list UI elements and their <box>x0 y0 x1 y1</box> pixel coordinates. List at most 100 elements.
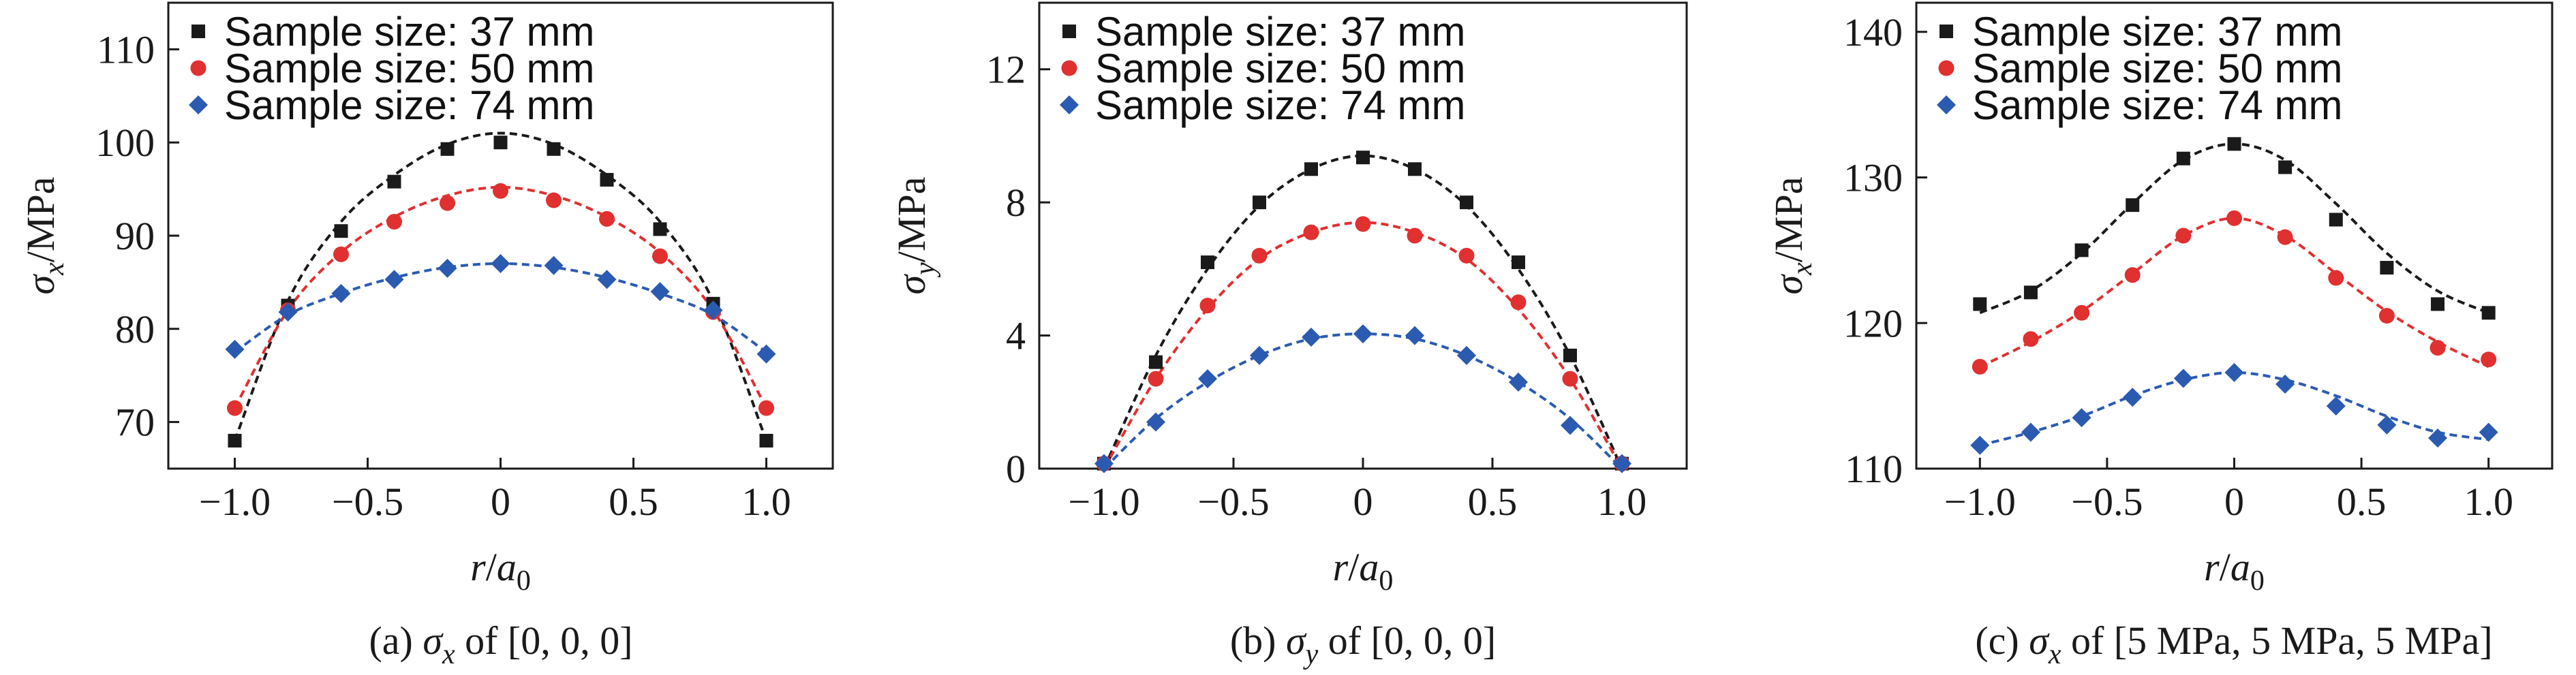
data-point <box>1509 372 1528 392</box>
series-1-points <box>1973 137 2496 320</box>
fit-curve-series-3 <box>1979 371 2489 447</box>
data-point <box>2072 408 2091 428</box>
data-point <box>597 270 617 289</box>
data-point <box>1199 298 1216 314</box>
data-point <box>440 142 455 156</box>
data-point <box>2431 297 2445 311</box>
fit-curve-series-2 <box>1979 217 2489 368</box>
data-point <box>544 255 564 275</box>
data-point <box>2023 331 2039 347</box>
y-tick-label: 130 <box>1843 156 1903 200</box>
series-1-points <box>1097 151 1629 471</box>
data-point <box>1408 162 1422 176</box>
y-tick-label: 140 <box>1843 10 1903 54</box>
panel-a: −1.0 −0.5 0 0.5 1.0 70 80 90 100 110 Sample size: … <box>18 1 834 670</box>
data-point <box>493 183 508 199</box>
data-point <box>2023 285 2038 300</box>
legend-marker <box>1060 95 1079 114</box>
x-tick-label: −1.0 <box>1944 480 2016 524</box>
data-point <box>1149 355 1163 369</box>
fit-curve-series-2 <box>233 185 768 409</box>
data-point <box>1562 371 1578 387</box>
y-axis-label: σx/MPa <box>18 177 70 295</box>
data-point <box>546 192 562 208</box>
legend-label: Sample size: 74 mm <box>1095 82 1466 128</box>
panel-c: −1.0 −0.5 0 0.5 1.0 110 120 130 140 Sample size: … <box>1766 1 2554 670</box>
fit-curve-series-2 <box>1103 221 1623 469</box>
data-point <box>227 400 243 416</box>
legend-marker <box>1937 95 1956 114</box>
y-tick-label: 4 <box>1006 314 1026 358</box>
y-tick-label: 90 <box>115 214 155 258</box>
data-point <box>547 142 561 156</box>
data-point <box>1302 328 1321 347</box>
data-point <box>650 282 670 302</box>
y-tick-label: 100 <box>95 121 155 165</box>
x-tick-label: 0 <box>1353 480 1373 524</box>
data-point <box>334 224 348 238</box>
data-point <box>387 174 401 189</box>
x-tick-label: 0 <box>491 480 510 524</box>
data-point <box>333 246 349 262</box>
data-point <box>1973 297 1987 311</box>
y-tick-label: 70 <box>115 401 155 445</box>
data-point <box>2226 210 2242 226</box>
legend-label: Sample size: 50 mm <box>224 46 595 91</box>
series-2-points <box>1972 210 2497 375</box>
data-point <box>386 213 402 230</box>
x-tick-label: 0 <box>2224 480 2244 524</box>
legend-label: Sample size: 74 mm <box>224 82 595 128</box>
data-point <box>2326 396 2346 416</box>
data-point <box>331 283 351 303</box>
data-point <box>493 136 508 150</box>
x-tick-label: −0.5 <box>1197 480 1269 524</box>
y-axis-label: σx/MPa <box>1766 177 1818 295</box>
legend-marker <box>190 60 206 76</box>
data-point <box>756 344 776 364</box>
y-tick-label: 110 <box>1845 447 1903 491</box>
x-tick-label: −1.0 <box>1068 480 1139 524</box>
data-point <box>2328 270 2344 286</box>
series-3-points <box>1970 362 2498 455</box>
data-point <box>1561 415 1580 435</box>
legend-marker <box>1061 60 1077 76</box>
y-tick-label: 80 <box>115 307 155 351</box>
data-point <box>2278 160 2293 174</box>
data-point <box>1512 255 1525 270</box>
data-point <box>1612 454 1631 473</box>
data-point <box>2275 375 2295 394</box>
data-point <box>1563 348 1577 362</box>
series-3-points <box>1094 324 1631 473</box>
legend-marker <box>1062 25 1076 38</box>
data-point <box>1510 294 1527 311</box>
data-point <box>758 400 774 416</box>
data-point <box>2481 351 2497 368</box>
y-tick-label: 120 <box>1843 301 1903 345</box>
y-tick-label: 8 <box>1006 180 1026 225</box>
panel-caption: (a) σx of [0, 0, 0] <box>369 618 632 670</box>
data-point <box>1972 358 1988 375</box>
legend-marker <box>1938 60 1954 76</box>
legend-label: Sample size: 50 mm <box>1972 46 2343 91</box>
data-point <box>2074 243 2089 257</box>
series-2-points <box>227 183 774 416</box>
data-point <box>2126 198 2140 213</box>
y-tick-label: 110 <box>97 27 155 72</box>
legend-label: Sample size: 37 mm <box>1095 9 1466 54</box>
data-point <box>1253 195 1266 210</box>
data-point <box>2173 368 2193 388</box>
data-point <box>2176 151 2190 166</box>
x-axis-label: r/a0 <box>470 545 531 597</box>
x-tick-label: −0.5 <box>332 480 403 524</box>
x-tick-label: 0.5 <box>609 480 658 524</box>
fit-curve-series-1 <box>233 131 768 441</box>
x-tick-label: −1.0 <box>199 480 271 524</box>
legend-marker <box>189 95 208 114</box>
fit-curve-series-1 <box>1103 154 1623 469</box>
data-point <box>2428 428 2448 448</box>
data-point <box>1356 151 1370 165</box>
data-point <box>1970 435 1990 455</box>
